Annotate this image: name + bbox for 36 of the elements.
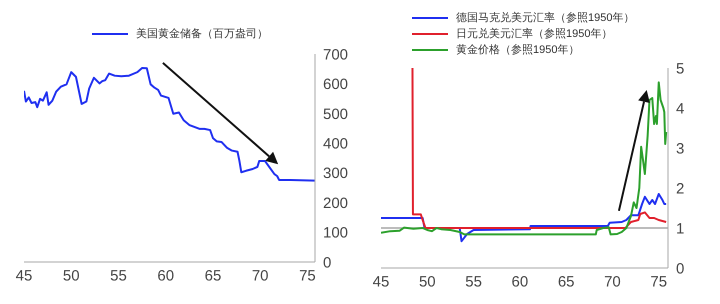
y-tick-label: 0	[676, 260, 684, 278]
y-tick-label: 3	[676, 140, 684, 158]
line-series	[381, 81, 668, 236]
x-tick-label: 45	[372, 274, 390, 291]
legend-label: 日元兑美元汇率（参照1950年）	[456, 26, 612, 42]
legend-label: 德国马克兑美元汇率（参照1950年）	[456, 10, 634, 26]
y-tick-label: 5	[676, 60, 684, 78]
x-tick-label: 50	[418, 274, 436, 291]
legend-label: 美国黄金储备（百万盎司）	[136, 26, 268, 42]
y-tick-label: 300	[323, 165, 348, 182]
legend-label: 黄金价格（参照1950年）	[456, 43, 580, 58]
y-tick-label: 500	[323, 106, 348, 123]
y-tick-label: 600	[323, 76, 348, 94]
x-tick-label: 75	[650, 274, 668, 291]
x-tick-label: 75	[299, 268, 316, 285]
y-tick-label: 1	[676, 220, 684, 238]
x-tick-label: 65	[204, 268, 222, 285]
line-series	[411, 68, 668, 229]
line-series	[24, 66, 315, 182]
y-tick-label: 400	[323, 135, 348, 152]
y-tick-label: 200	[323, 194, 348, 212]
y-tick-label: 0	[323, 254, 332, 272]
y-tick-label: 100	[323, 224, 348, 242]
y-tick-label: 4	[676, 100, 684, 118]
x-tick-label: 70	[604, 274, 621, 291]
y-tick-label: 700	[323, 46, 348, 64]
line-series	[381, 193, 668, 242]
x-tick-label: 60	[157, 268, 174, 285]
x-tick-label: 70	[252, 268, 269, 285]
x-tick-label: 50	[62, 268, 80, 285]
x-tick-label: 65	[558, 274, 575, 291]
x-tick-label: 55	[465, 274, 482, 291]
x-tick-label: 55	[110, 268, 127, 285]
y-tick-label: 2	[676, 180, 684, 198]
x-tick-label: 60	[512, 274, 528, 291]
x-tick-label: 45	[16, 268, 32, 285]
